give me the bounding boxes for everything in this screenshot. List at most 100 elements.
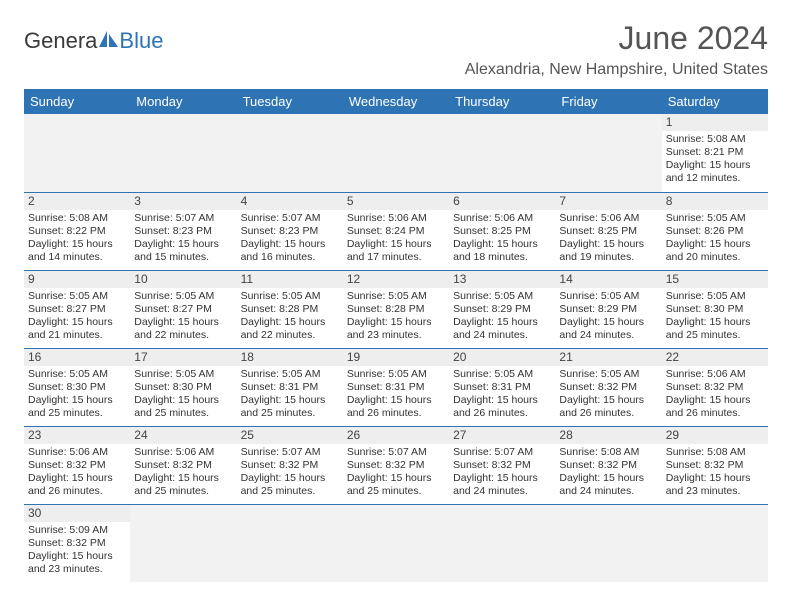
- daylight-text: Daylight: 15 hours: [241, 472, 339, 485]
- week-row: 2Sunrise: 5:08 AMSunset: 8:22 PMDaylight…: [24, 192, 768, 270]
- day-number: 25: [237, 427, 343, 444]
- daylight-text: Daylight: 15 hours: [347, 316, 445, 329]
- daylight-text: and 19 minutes.: [559, 251, 657, 264]
- day-number: 30: [24, 505, 130, 522]
- day-number: 17: [130, 349, 236, 366]
- daylight-text: Daylight: 15 hours: [666, 394, 764, 407]
- daylight-text: Daylight: 15 hours: [134, 238, 232, 251]
- daylight-text: and 25 minutes.: [28, 407, 126, 420]
- sunrise-text: Sunrise: 5:05 AM: [347, 290, 445, 303]
- daylight-text: Daylight: 15 hours: [28, 472, 126, 485]
- logo: Genera Blue: [24, 28, 163, 54]
- sunset-text: Sunset: 8:32 PM: [453, 459, 551, 472]
- logo-text-part1: Genera: [24, 28, 97, 54]
- daylight-text: and 14 minutes.: [28, 251, 126, 264]
- daylight-text: Daylight: 15 hours: [559, 316, 657, 329]
- day-cell: 5Sunrise: 5:06 AMSunset: 8:24 PMDaylight…: [343, 192, 449, 270]
- daylight-text: Daylight: 15 hours: [347, 394, 445, 407]
- day-cell: 29Sunrise: 5:08 AMSunset: 8:32 PMDayligh…: [662, 426, 768, 504]
- day-cell: 10Sunrise: 5:05 AMSunset: 8:27 PMDayligh…: [130, 270, 236, 348]
- daylight-text: and 16 minutes.: [241, 251, 339, 264]
- daylight-text: and 12 minutes.: [666, 172, 764, 185]
- day-number: 6: [449, 193, 555, 210]
- sunrise-text: Sunrise: 5:05 AM: [134, 368, 232, 381]
- sunset-text: Sunset: 8:31 PM: [241, 381, 339, 394]
- daylight-text: and 26 minutes.: [666, 407, 764, 420]
- day-cell: 27Sunrise: 5:07 AMSunset: 8:32 PMDayligh…: [449, 426, 555, 504]
- day-number: 23: [24, 427, 130, 444]
- day-cell: 1Sunrise: 5:08 AMSunset: 8:21 PMDaylight…: [662, 114, 768, 192]
- sunset-text: Sunset: 8:32 PM: [28, 459, 126, 472]
- day-header-sat: Saturday: [662, 89, 768, 114]
- sunset-text: Sunset: 8:32 PM: [666, 381, 764, 394]
- sunset-text: Sunset: 8:26 PM: [666, 225, 764, 238]
- empty-cell: [662, 504, 768, 582]
- day-number: 24: [130, 427, 236, 444]
- sunset-text: Sunset: 8:23 PM: [134, 225, 232, 238]
- daylight-text: Daylight: 15 hours: [453, 472, 551, 485]
- sunset-text: Sunset: 8:23 PM: [241, 225, 339, 238]
- sunrise-text: Sunrise: 5:06 AM: [134, 446, 232, 459]
- day-cell: 25Sunrise: 5:07 AMSunset: 8:32 PMDayligh…: [237, 426, 343, 504]
- daylight-text: and 17 minutes.: [347, 251, 445, 264]
- day-cell: 6Sunrise: 5:06 AMSunset: 8:25 PMDaylight…: [449, 192, 555, 270]
- week-row: 1Sunrise: 5:08 AMSunset: 8:21 PMDaylight…: [24, 114, 768, 192]
- day-number: 10: [130, 271, 236, 288]
- daylight-text: and 23 minutes.: [347, 329, 445, 342]
- daylight-text: and 23 minutes.: [666, 485, 764, 498]
- daylight-text: and 25 minutes.: [241, 407, 339, 420]
- sunrise-text: Sunrise: 5:08 AM: [559, 446, 657, 459]
- empty-cell: [449, 504, 555, 582]
- sunrise-text: Sunrise: 5:05 AM: [453, 290, 551, 303]
- day-cell: 7Sunrise: 5:06 AMSunset: 8:25 PMDaylight…: [555, 192, 661, 270]
- sunset-text: Sunset: 8:27 PM: [28, 303, 126, 316]
- day-cell: 11Sunrise: 5:05 AMSunset: 8:28 PMDayligh…: [237, 270, 343, 348]
- daylight-text: and 25 minutes.: [134, 485, 232, 498]
- sunrise-text: Sunrise: 5:05 AM: [666, 290, 764, 303]
- daylight-text: Daylight: 15 hours: [28, 394, 126, 407]
- daylight-text: and 26 minutes.: [453, 407, 551, 420]
- daylight-text: Daylight: 15 hours: [559, 238, 657, 251]
- day-cell: 21Sunrise: 5:05 AMSunset: 8:32 PMDayligh…: [555, 348, 661, 426]
- daylight-text: Daylight: 15 hours: [453, 394, 551, 407]
- sunrise-text: Sunrise: 5:08 AM: [666, 133, 764, 146]
- day-number: 8: [662, 193, 768, 210]
- daylight-text: and 25 minutes.: [666, 329, 764, 342]
- day-number: 18: [237, 349, 343, 366]
- day-cell: 13Sunrise: 5:05 AMSunset: 8:29 PMDayligh…: [449, 270, 555, 348]
- sunrise-text: Sunrise: 5:08 AM: [28, 212, 126, 225]
- sunset-text: Sunset: 8:31 PM: [453, 381, 551, 394]
- day-header-thu: Thursday: [449, 89, 555, 114]
- sunrise-text: Sunrise: 5:07 AM: [347, 446, 445, 459]
- day-cell: 4Sunrise: 5:07 AMSunset: 8:23 PMDaylight…: [237, 192, 343, 270]
- sunrise-text: Sunrise: 5:09 AM: [28, 524, 126, 537]
- day-number: 19: [343, 349, 449, 366]
- sunrise-text: Sunrise: 5:05 AM: [559, 368, 657, 381]
- day-number: 13: [449, 271, 555, 288]
- day-cell: 19Sunrise: 5:05 AMSunset: 8:31 PMDayligh…: [343, 348, 449, 426]
- sunrise-text: Sunrise: 5:07 AM: [241, 446, 339, 459]
- day-number: 20: [449, 349, 555, 366]
- month-title: June 2024: [465, 20, 768, 57]
- day-header-row: Sunday Monday Tuesday Wednesday Thursday…: [24, 89, 768, 114]
- daylight-text: Daylight: 15 hours: [134, 316, 232, 329]
- empty-cell: [130, 114, 236, 192]
- day-number: 15: [662, 271, 768, 288]
- week-row: 23Sunrise: 5:06 AMSunset: 8:32 PMDayligh…: [24, 426, 768, 504]
- daylight-text: and 26 minutes.: [559, 407, 657, 420]
- sunrise-text: Sunrise: 5:05 AM: [241, 290, 339, 303]
- day-number: 14: [555, 271, 661, 288]
- day-number: 29: [662, 427, 768, 444]
- day-number: 3: [130, 193, 236, 210]
- daylight-text: and 22 minutes.: [134, 329, 232, 342]
- day-cell: 9Sunrise: 5:05 AMSunset: 8:27 PMDaylight…: [24, 270, 130, 348]
- day-number: 28: [555, 427, 661, 444]
- daylight-text: Daylight: 15 hours: [241, 316, 339, 329]
- day-cell: 23Sunrise: 5:06 AMSunset: 8:32 PMDayligh…: [24, 426, 130, 504]
- sunset-text: Sunset: 8:21 PM: [666, 146, 764, 159]
- day-number: 4: [237, 193, 343, 210]
- sunrise-text: Sunrise: 5:07 AM: [453, 446, 551, 459]
- day-cell: 18Sunrise: 5:05 AMSunset: 8:31 PMDayligh…: [237, 348, 343, 426]
- sunrise-text: Sunrise: 5:07 AM: [134, 212, 232, 225]
- day-header-sun: Sunday: [24, 89, 130, 114]
